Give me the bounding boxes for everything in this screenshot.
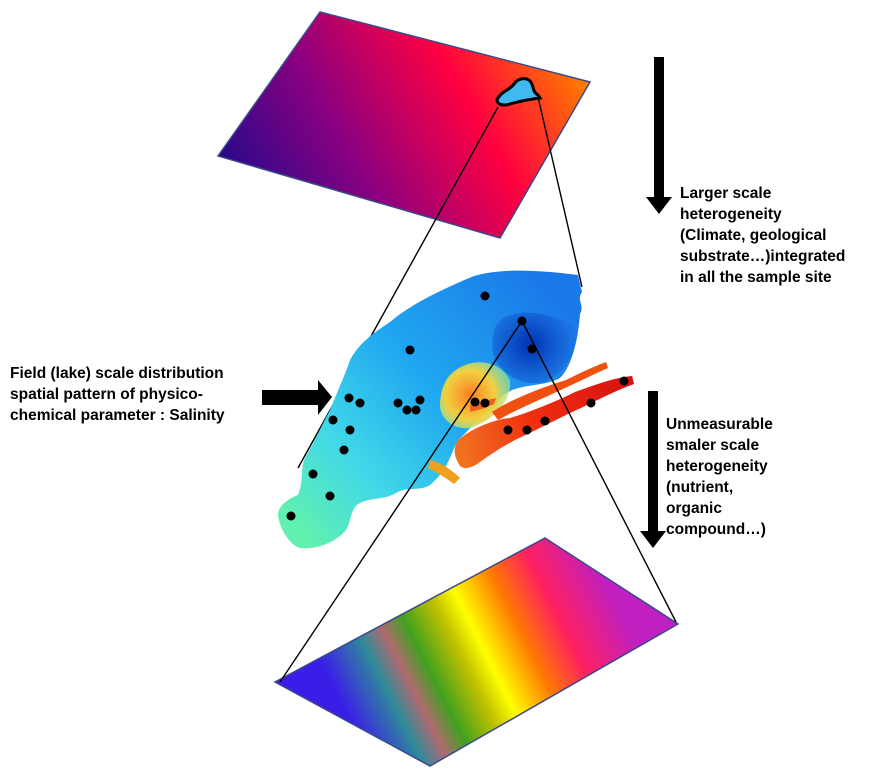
label-line: (Climate, geological (680, 227, 827, 244)
sample-point (402, 405, 412, 415)
sample-points (286, 291, 629, 521)
field-scale-label: Field (lake) scale distribution spatial … (10, 363, 225, 426)
projection-line (521, 320, 677, 623)
right-arrow-icon (262, 380, 332, 415)
label-line: in all the sample site (680, 269, 832, 286)
label-line: substrate…)integrated (680, 248, 846, 265)
sample-point (286, 511, 296, 521)
sample-point (480, 398, 490, 408)
smaller-scale-label: Unmeasurable smaler scale heterogeneity … (666, 414, 773, 540)
top-plane (216, 11, 592, 239)
larger-scale-label: Larger scale heterogeneity (Climate, geo… (680, 183, 845, 288)
label-line: Unmeasurable (666, 416, 773, 433)
sample-point (345, 425, 355, 435)
sample-point (415, 395, 425, 405)
label-line: Field (lake) scale distribution (10, 365, 224, 382)
sample-point (527, 344, 537, 354)
sample-point (470, 397, 480, 407)
sample-point (540, 416, 550, 426)
down-arrow-icon (640, 391, 666, 548)
sample-point (411, 405, 421, 415)
down-arrow-icon (646, 57, 672, 214)
sample-point (308, 469, 318, 479)
label-line: spatial pattern of physico- (10, 386, 203, 403)
sample-point (344, 393, 354, 403)
label-line: organic (666, 500, 722, 517)
projection-line (279, 320, 523, 683)
label-line: heterogeneity (680, 206, 782, 223)
label-line: smaler scale (666, 437, 760, 454)
sample-point (405, 345, 415, 355)
label-line: heterogeneity (666, 458, 768, 475)
projection-line (537, 96, 583, 288)
label-line: compound…) (666, 521, 766, 538)
sample-point (325, 491, 335, 501)
bottom-plane (273, 537, 680, 767)
sample-point (503, 425, 513, 435)
sample-point (393, 398, 403, 408)
sample-point (619, 376, 629, 386)
label-line: chemical parameter : Salinity (10, 407, 225, 424)
sample-point (586, 398, 596, 408)
label-line: (nutrient, (666, 479, 734, 496)
top-plane-lake (495, 77, 543, 107)
sample-point (339, 445, 349, 455)
sample-point (522, 425, 532, 435)
label-line: Larger scale (680, 185, 772, 202)
lake-salinity-map (278, 270, 634, 549)
lake-salty-branch (492, 362, 608, 420)
sample-point (480, 291, 490, 301)
sample-point (355, 398, 365, 408)
lake-channel (428, 460, 460, 484)
sample-point (328, 415, 338, 425)
